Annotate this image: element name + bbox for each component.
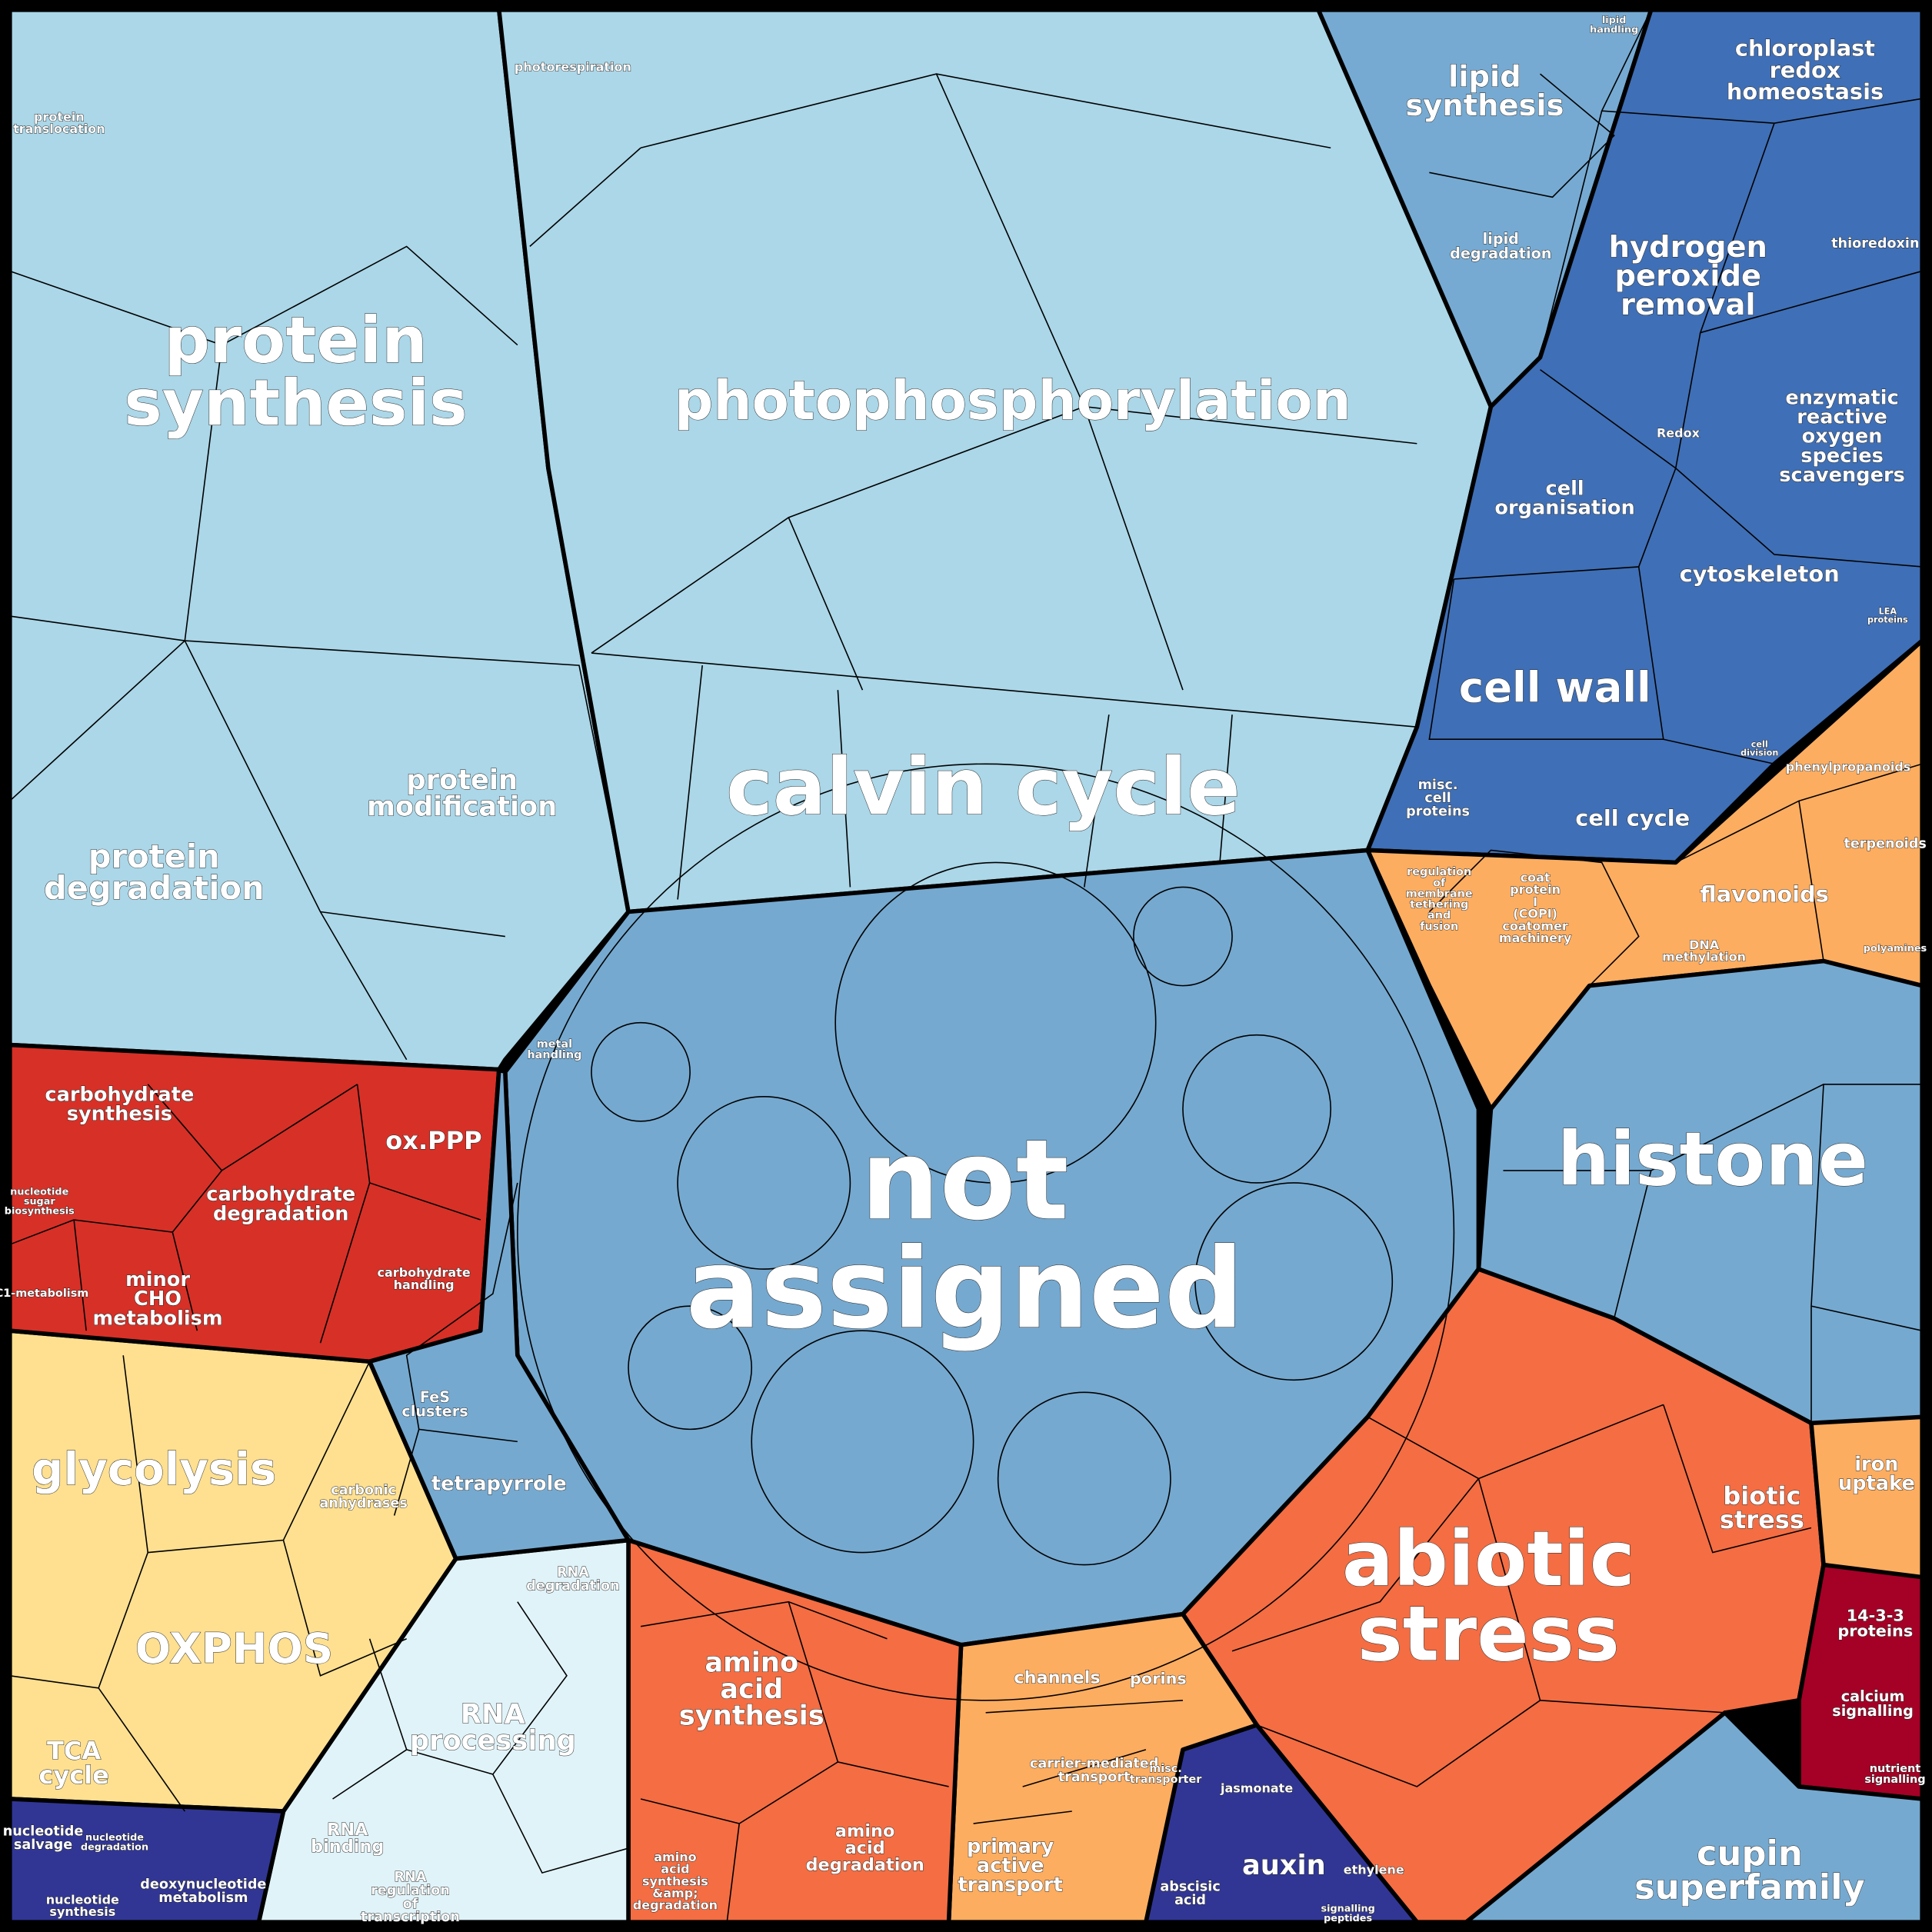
label: carrier-mediated transport [1030, 1756, 1158, 1784]
label: cell wall [1459, 662, 1651, 711]
label: protein synthesis [124, 303, 468, 441]
label: enzymatic reactive oxygen species scavengers [1779, 386, 1905, 486]
label: not assigned [686, 1116, 1244, 1354]
label: lipid synthesis [1405, 59, 1564, 123]
cupin-cell [1464, 1710, 1924, 1924]
label: RNA regulation of transcription [361, 1870, 460, 1925]
inner-lines [9, 9, 1923, 1923]
label: misc. transporter [1130, 1763, 1203, 1786]
label: tetrapyrrole [431, 1472, 567, 1495]
label: protein translocation [13, 109, 105, 136]
label: jasmonate [1220, 1781, 1293, 1796]
label: ox.PPP [385, 1126, 481, 1155]
label: OXPHOS [135, 1624, 333, 1673]
label: biotic stress [1720, 1481, 1804, 1534]
label: Redox [1657, 425, 1700, 440]
label: ethylene [1344, 1862, 1404, 1877]
label: nucleotide degradation [81, 1831, 148, 1853]
label: carbonic anhydrases [319, 1483, 408, 1511]
label: amino acid synthesis [679, 1647, 824, 1731]
label: lipid handling [1590, 14, 1638, 35]
label: iron uptake [1838, 1453, 1915, 1495]
label: C1-metabolism [0, 1287, 88, 1300]
label: thioredoxin [1831, 236, 1919, 251]
label: RNA binding [311, 1820, 384, 1857]
label: cupin superfamily [1634, 1833, 1865, 1907]
label: phenylpropanoids [1786, 760, 1911, 774]
label: chloroplast redox homeostasis [1727, 35, 1884, 105]
label: abscisic acid [1160, 1880, 1220, 1908]
labels: protein translocation photorespiration pr… [0, 14, 1927, 1926]
label: glycolysis [32, 1443, 276, 1495]
label: flavonoids [1700, 881, 1828, 908]
label: histone [1557, 1116, 1868, 1202]
label: RNA degradation [526, 1565, 619, 1594]
label: calvin cycle [726, 741, 1241, 833]
label: protein degradation [44, 838, 265, 907]
label: LEA proteins [1867, 607, 1908, 625]
label: nutrient signalling [1864, 1763, 1925, 1786]
label: nucleotide sugar biosynthesis [5, 1186, 75, 1217]
label: RNA processing [410, 1698, 576, 1757]
label: signalling peptides [1321, 1903, 1374, 1924]
label: lipid degradation [1450, 229, 1551, 261]
label: photorespiration [515, 60, 631, 75]
label: carbohydrate degradation [206, 1183, 355, 1225]
label: DNA methylation [1662, 937, 1746, 964]
label: 14-3-3 proteins [1837, 1606, 1913, 1640]
label: deoxynucleotide metabolism [140, 1877, 266, 1905]
label: abiotic stress [1342, 1515, 1635, 1678]
label: coat protein I (COPI) coatomer machinery [1499, 870, 1572, 945]
label: cell organisation [1494, 477, 1634, 519]
label: calcium signalling [1832, 1687, 1914, 1720]
label: minor CHO metabolism [93, 1268, 223, 1330]
label: carbohydrate synthesis [45, 1083, 194, 1125]
label: metal handling [527, 1038, 581, 1061]
label: cytoskeleton [1680, 561, 1840, 587]
label: protein modification [367, 764, 557, 823]
label: photophosphorylation [675, 369, 1351, 432]
nucleotide-cell [8, 1797, 286, 1924]
label: terpenoids [1844, 836, 1926, 851]
label: amino acid degradation [805, 1821, 924, 1875]
label: hydrogen peroxide removal [1609, 229, 1767, 321]
label: TCA cycle [38, 1736, 109, 1789]
label: misc. cell proteins [1406, 778, 1470, 820]
label: cell division [1740, 740, 1778, 758]
label: channels [1014, 1667, 1100, 1687]
label: auxin [1242, 1850, 1326, 1881]
label: regulation of membrane tethering and fusion [1406, 866, 1473, 933]
label: porins [1130, 1670, 1187, 1688]
label: nucleotide synthesis [46, 1892, 119, 1919]
inner-circles [517, 763, 1455, 1701]
label: primary active transport [958, 1835, 1063, 1897]
label: FeS clusters [401, 1387, 468, 1420]
label: cell cycle [1575, 804, 1690, 831]
label: carbohydrate handling [378, 1265, 471, 1292]
label: polyamines [1864, 943, 1927, 954]
label: nucleotide salvage [3, 1824, 84, 1853]
label: amino acid synthesis &amp; degradation [633, 1849, 718, 1912]
cells [8, 8, 1924, 1924]
